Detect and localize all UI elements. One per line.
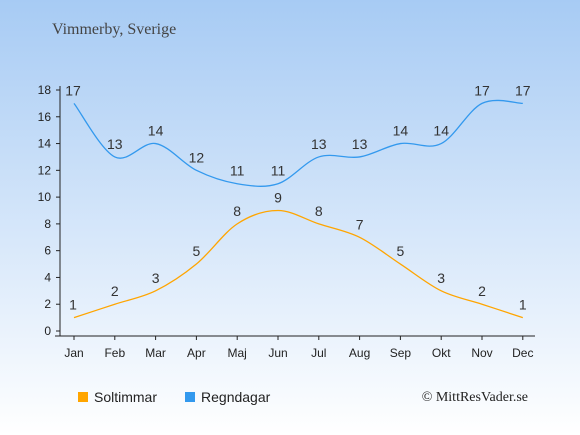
data-label-sun: 3 bbox=[437, 270, 445, 286]
legend: Soltimmar Regndagar bbox=[78, 389, 298, 405]
data-label-sun: 2 bbox=[478, 283, 486, 299]
data-label-rain: 17 bbox=[474, 82, 490, 98]
y-tick-label: 10 bbox=[38, 190, 52, 204]
x-tick-label: Jun bbox=[268, 346, 287, 360]
legend-label-rain: Regndagar bbox=[201, 389, 271, 405]
legend-label-sun: Soltimmar bbox=[94, 389, 158, 405]
series-line-rain bbox=[73, 99, 523, 187]
data-label-rain: 13 bbox=[311, 136, 327, 152]
x-tick-label: Jul bbox=[311, 346, 326, 360]
data-label-sun: 7 bbox=[356, 216, 364, 232]
x-tick-label: Maj bbox=[228, 346, 247, 360]
data-label-sun: 3 bbox=[152, 270, 160, 286]
x-tick-label: Dec bbox=[512, 346, 533, 360]
x-tick-label: Aug bbox=[349, 346, 370, 360]
x-tick-label: Okt bbox=[432, 346, 451, 360]
legend-swatch-sun bbox=[78, 392, 88, 402]
data-label-rain: 14 bbox=[433, 123, 449, 139]
x-tick-label: Nov bbox=[471, 346, 492, 360]
data-label-sun: 2 bbox=[111, 283, 119, 299]
data-label-rain: 12 bbox=[189, 149, 205, 165]
data-label-sun: 9 bbox=[274, 190, 282, 206]
series-line-sun bbox=[73, 209, 524, 319]
y-tick-label: 2 bbox=[44, 297, 51, 311]
credit-text: © MittResVader.se bbox=[421, 390, 528, 405]
data-label-rain: 17 bbox=[65, 82, 81, 98]
y-tick-label: 8 bbox=[44, 217, 51, 231]
y-tick-label: 14 bbox=[38, 137, 52, 151]
x-tick-label: Sep bbox=[390, 346, 412, 360]
legend-item-sun: Soltimmar bbox=[78, 389, 157, 405]
data-label-sun: 8 bbox=[315, 203, 323, 219]
data-label-rain: 17 bbox=[515, 82, 531, 98]
data-label-rain: 13 bbox=[107, 136, 123, 152]
x-tick-label: Mar bbox=[145, 346, 166, 360]
data-label-rain: 14 bbox=[148, 123, 164, 139]
y-tick-label: 0 bbox=[44, 324, 51, 338]
y-tick-label: 6 bbox=[44, 244, 51, 258]
y-tick-label: 4 bbox=[44, 270, 51, 284]
data-label-sun: 8 bbox=[233, 203, 241, 219]
data-label-sun: 5 bbox=[193, 243, 201, 259]
data-label-sun: 5 bbox=[397, 243, 405, 259]
data-label-rain: 11 bbox=[271, 163, 286, 179]
data-label-rain: 14 bbox=[393, 123, 409, 139]
y-tick-label: 16 bbox=[38, 110, 52, 124]
y-tick-label: 18 bbox=[38, 83, 52, 97]
legend-swatch-rain bbox=[185, 392, 196, 402]
y-tick-label: 12 bbox=[38, 163, 52, 177]
data-label-sun: 1 bbox=[69, 297, 77, 313]
legend-item-rain: Regndagar bbox=[185, 389, 270, 405]
chart-title: Vimmerby, Sverige bbox=[52, 21, 177, 38]
data-label-rain: 13 bbox=[352, 136, 368, 152]
data-label-rain: 11 bbox=[230, 163, 245, 179]
x-tick-label: Feb bbox=[104, 346, 125, 360]
data-label-sun: 1 bbox=[519, 297, 527, 313]
x-tick-label: Jan bbox=[64, 346, 83, 360]
x-tick-label: Apr bbox=[187, 346, 206, 360]
